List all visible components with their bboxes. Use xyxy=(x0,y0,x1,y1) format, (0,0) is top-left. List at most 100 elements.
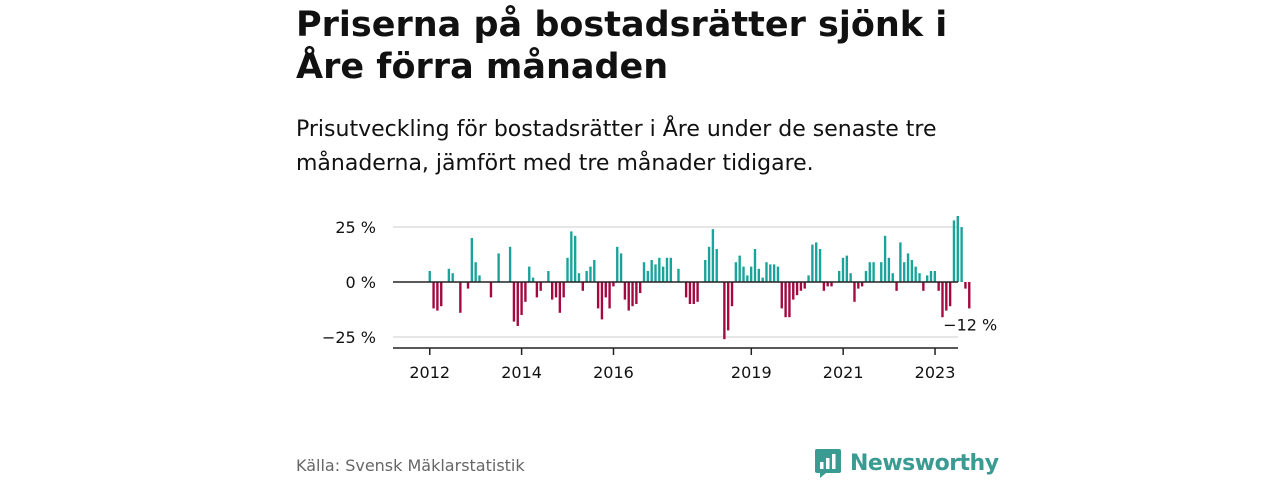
bar xyxy=(948,282,952,307)
bar xyxy=(577,273,581,282)
bar xyxy=(933,271,937,282)
bar xyxy=(841,257,845,282)
bar xyxy=(661,266,665,282)
bar xyxy=(658,257,661,282)
brand-logo: Newsworthy xyxy=(814,446,999,480)
x-tick-label: 2012 xyxy=(409,363,450,382)
bar xyxy=(562,282,565,298)
bar xyxy=(853,282,856,302)
bar xyxy=(436,282,439,311)
bar xyxy=(887,257,891,282)
bar xyxy=(956,216,959,282)
bar xyxy=(826,282,829,287)
bar xyxy=(650,260,653,282)
bar xyxy=(723,282,726,340)
bar xyxy=(799,282,803,291)
bar xyxy=(631,282,634,307)
bar xyxy=(811,244,814,282)
bar xyxy=(619,253,623,282)
bar xyxy=(516,282,519,326)
bar xyxy=(512,282,516,322)
bar xyxy=(765,262,768,282)
bar xyxy=(440,282,443,307)
bar xyxy=(727,282,730,331)
x-tick-label: 2016 xyxy=(593,363,634,382)
bar xyxy=(891,273,894,282)
bar xyxy=(654,264,657,282)
bar xyxy=(837,271,841,282)
bar xyxy=(642,262,646,282)
bar xyxy=(818,249,822,282)
bar xyxy=(895,282,898,291)
bar xyxy=(769,264,772,282)
bar xyxy=(883,235,887,282)
chart-title: Priserna på bostadsrätter sjönk i Åre fö… xyxy=(296,5,948,87)
bar xyxy=(899,242,902,282)
bar xyxy=(665,257,669,282)
bar xyxy=(780,282,783,309)
axes xyxy=(393,281,958,349)
bar xyxy=(784,282,787,318)
bar xyxy=(903,262,906,282)
bar xyxy=(960,227,963,282)
bar xyxy=(830,282,833,287)
bar xyxy=(451,273,454,282)
bar xyxy=(474,262,477,282)
bar xyxy=(738,255,741,282)
bar xyxy=(715,249,718,282)
y-tick-label: −25 % xyxy=(322,328,376,347)
bar xyxy=(528,266,531,282)
bar xyxy=(937,282,940,291)
bar xyxy=(803,282,806,289)
bar xyxy=(466,282,470,289)
bar xyxy=(792,282,795,300)
bar xyxy=(459,282,462,313)
bar xyxy=(573,235,577,282)
bar xyxy=(807,275,810,282)
bar xyxy=(772,264,776,282)
chart-subtitle: Prisutveckling för bostadsrätter i Åre u… xyxy=(296,117,937,176)
bar xyxy=(964,282,967,289)
bar xyxy=(692,282,695,304)
x-tick-label: 2023 xyxy=(915,363,956,382)
x-tick-label: 2014 xyxy=(501,363,542,382)
bar xyxy=(749,266,753,282)
bar xyxy=(688,282,692,304)
bar xyxy=(822,282,826,291)
bar xyxy=(734,262,738,282)
bar xyxy=(547,271,550,282)
bar xyxy=(753,249,757,282)
bar xyxy=(669,257,672,282)
bar xyxy=(707,246,711,282)
last-value-label: −12 % xyxy=(943,315,997,334)
bar xyxy=(535,282,539,298)
bar xyxy=(968,282,971,309)
bar xyxy=(635,282,638,304)
bar xyxy=(711,229,715,282)
bar-chart-logo-icon xyxy=(815,449,841,478)
bar xyxy=(604,282,607,298)
bar xyxy=(864,271,868,282)
bar xyxy=(941,282,944,318)
bar xyxy=(570,231,573,282)
bar xyxy=(925,275,929,282)
bar xyxy=(489,282,493,298)
bar xyxy=(585,271,588,282)
bar xyxy=(929,271,933,282)
bar xyxy=(639,282,642,293)
bar xyxy=(945,282,948,311)
bar xyxy=(704,260,707,282)
bars xyxy=(428,216,971,340)
bar xyxy=(581,282,584,291)
bar xyxy=(730,282,734,307)
bar xyxy=(952,220,956,282)
bar xyxy=(788,282,791,318)
bar xyxy=(596,282,600,309)
bar xyxy=(646,271,650,282)
bar xyxy=(696,282,699,302)
bar xyxy=(627,282,630,311)
bar xyxy=(497,253,500,282)
bar xyxy=(922,282,925,291)
bar xyxy=(857,282,860,289)
bar xyxy=(746,275,749,282)
